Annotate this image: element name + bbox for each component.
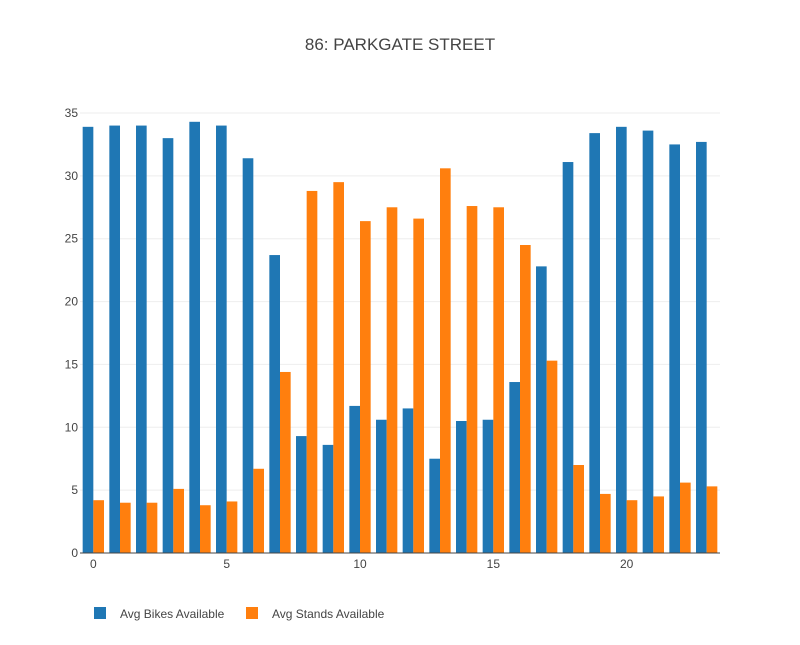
chart-title: 86: PARKGATE STREET bbox=[305, 35, 495, 54]
y-tick-label: 10 bbox=[65, 420, 79, 434]
axes: 0 5 10 15 20 25 30 35 0 5 10 15 20 bbox=[65, 106, 720, 571]
bar-avg-stands bbox=[546, 360, 558, 553]
x-tick-label: 20 bbox=[620, 557, 634, 571]
bar-avg-stands bbox=[280, 371, 291, 553]
x-tick-label: 5 bbox=[223, 557, 230, 571]
bar-avg-stands bbox=[200, 505, 211, 553]
bar-avg-stands bbox=[226, 501, 238, 553]
bar-avg-stands bbox=[413, 218, 424, 553]
gridlines bbox=[80, 112, 720, 491]
bar-avg-stands bbox=[93, 500, 104, 553]
bar-avg-stands bbox=[706, 486, 718, 553]
bar-avg-bikes bbox=[696, 141, 707, 553]
bar-avg-bikes bbox=[136, 125, 147, 554]
bar-avg-bikes bbox=[642, 130, 654, 553]
bar-avg-bikes bbox=[269, 255, 280, 554]
bar-avg-bikes bbox=[296, 436, 307, 553]
bar-avg-stands bbox=[146, 502, 158, 553]
bar-avg-stands bbox=[626, 500, 638, 553]
bar-avg-bikes bbox=[349, 405, 360, 553]
bar-avg-stands bbox=[360, 221, 371, 553]
bar-avg-bikes bbox=[242, 158, 254, 553]
bar-avg-bikes bbox=[429, 458, 440, 553]
bar-avg-bikes bbox=[109, 125, 120, 554]
legend-label: Avg Bikes Available bbox=[120, 607, 225, 621]
x-tick-label: 0 bbox=[90, 557, 97, 571]
bar-avg-bikes bbox=[456, 421, 467, 553]
legend[interactable]: Avg Bikes Available Avg Stands Available bbox=[94, 607, 385, 621]
bar-avg-stands bbox=[466, 206, 478, 553]
bar-avg-bikes bbox=[162, 138, 174, 553]
bar-avg-bikes bbox=[536, 266, 547, 553]
bar-avg-bikes bbox=[402, 408, 414, 553]
bar-avg-bikes bbox=[589, 133, 600, 553]
legend-item[interactable]: Avg Stands Available bbox=[246, 607, 385, 621]
y-tick-label: 30 bbox=[65, 169, 79, 183]
bar-avg-stands bbox=[493, 207, 504, 554]
bar-avg-stands bbox=[680, 482, 691, 553]
bar-avg-bikes bbox=[189, 121, 200, 554]
bar-avg-stands bbox=[333, 182, 344, 553]
bars bbox=[82, 121, 718, 554]
bar-avg-stands bbox=[440, 168, 451, 554]
bar-avg-stands bbox=[173, 488, 184, 553]
y-tick-label: 0 bbox=[71, 546, 78, 560]
bar-avg-stands bbox=[386, 207, 398, 554]
legend-swatch bbox=[246, 607, 258, 619]
y-tick-label: 25 bbox=[65, 232, 79, 246]
bar-avg-bikes bbox=[322, 444, 334, 553]
bar-avg-stands bbox=[120, 502, 131, 553]
bar-avg-bikes bbox=[82, 126, 94, 553]
bar-avg-bikes bbox=[669, 144, 680, 553]
bar-avg-bikes bbox=[562, 162, 574, 553]
bar-avg-bikes bbox=[216, 125, 227, 554]
bar-avg-bikes bbox=[616, 126, 627, 553]
y-tick-label: 15 bbox=[65, 357, 79, 371]
bar-avg-bikes bbox=[509, 382, 520, 553]
y-tick-label: 5 bbox=[71, 483, 78, 497]
bar-avg-bikes bbox=[482, 419, 494, 553]
y-tick-label: 35 bbox=[65, 106, 79, 120]
bar-avg-stands bbox=[573, 465, 584, 553]
bar-avg-stands bbox=[520, 245, 531, 553]
bar-avg-stands bbox=[253, 468, 264, 553]
x-tick-label: 10 bbox=[353, 557, 367, 571]
bar-avg-stands bbox=[600, 493, 611, 553]
x-tick-label: 15 bbox=[487, 557, 501, 571]
bar-avg-stands bbox=[306, 190, 318, 553]
y-tick-label: 20 bbox=[65, 295, 79, 309]
legend-swatch bbox=[94, 607, 106, 619]
legend-label: Avg Stands Available bbox=[272, 607, 385, 621]
legend-item[interactable]: Avg Bikes Available bbox=[94, 607, 225, 621]
bar-avg-bikes bbox=[376, 419, 387, 553]
bar-avg-stands bbox=[653, 496, 664, 553]
